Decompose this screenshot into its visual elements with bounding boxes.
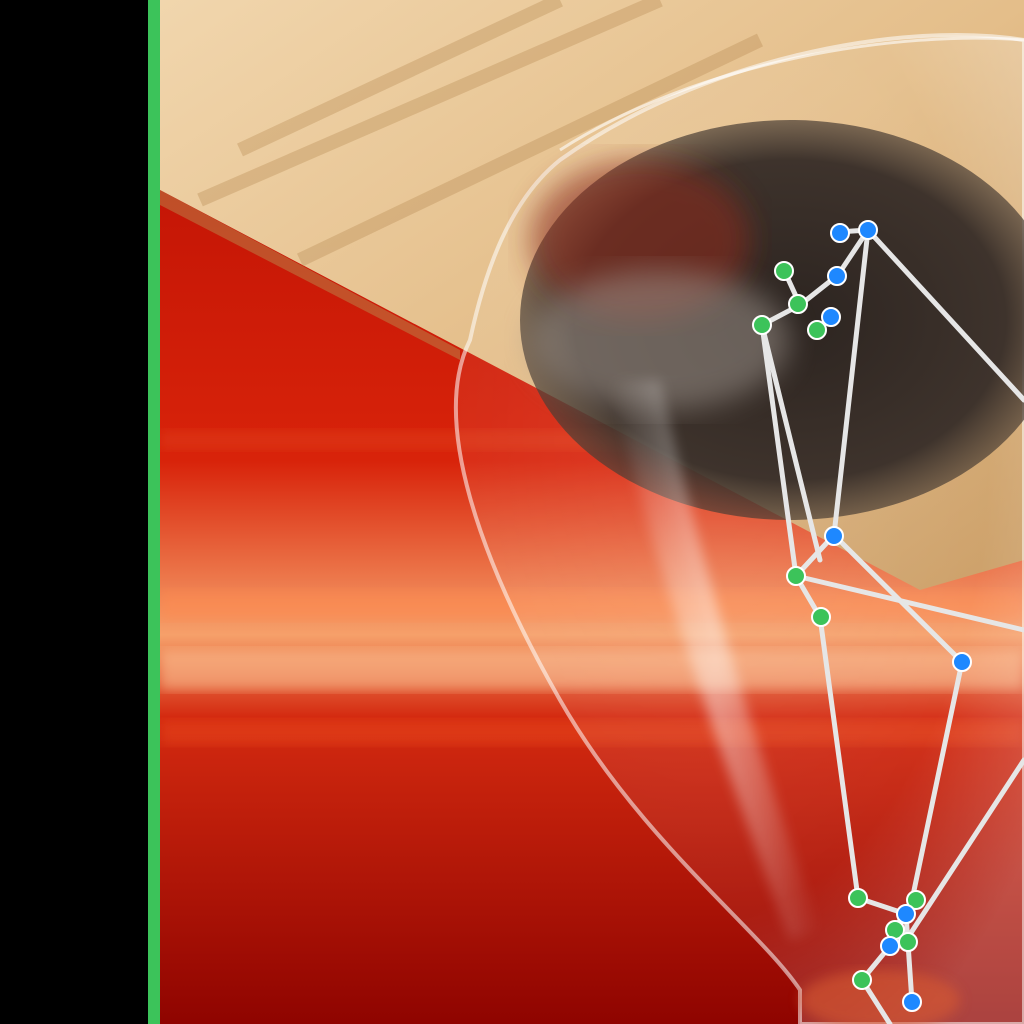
left-black-panel xyxy=(0,0,148,1024)
photo-svg xyxy=(160,0,1024,1024)
hourglass-photo xyxy=(160,0,1024,1024)
joint-right xyxy=(880,936,900,956)
green-frame-bar xyxy=(148,0,160,1024)
glass-glow-streak xyxy=(610,380,820,940)
joint-left xyxy=(848,888,868,908)
joint-left xyxy=(898,932,918,952)
joint-left xyxy=(752,315,772,335)
joint-left xyxy=(788,294,808,314)
wood-grain xyxy=(197,0,764,267)
joint-right xyxy=(824,526,844,546)
joint-left xyxy=(786,566,806,586)
joint-left xyxy=(811,607,831,627)
board-edge xyxy=(160,190,460,360)
joint-right xyxy=(821,307,841,327)
joint-right xyxy=(896,904,916,924)
joint-right xyxy=(830,223,850,243)
right-joints xyxy=(821,220,972,1012)
joint-right xyxy=(902,992,922,1012)
glass-rim xyxy=(559,36,1024,152)
joint-left xyxy=(906,890,926,910)
particle-sheen xyxy=(530,270,790,410)
joint-right xyxy=(827,266,847,286)
joint-left xyxy=(807,320,827,340)
hourglass-neck xyxy=(800,970,960,1024)
joint-left xyxy=(774,261,794,281)
joint-left xyxy=(852,970,872,990)
left-joints xyxy=(752,261,926,990)
joint-right xyxy=(952,652,972,672)
joint-right xyxy=(858,220,878,240)
